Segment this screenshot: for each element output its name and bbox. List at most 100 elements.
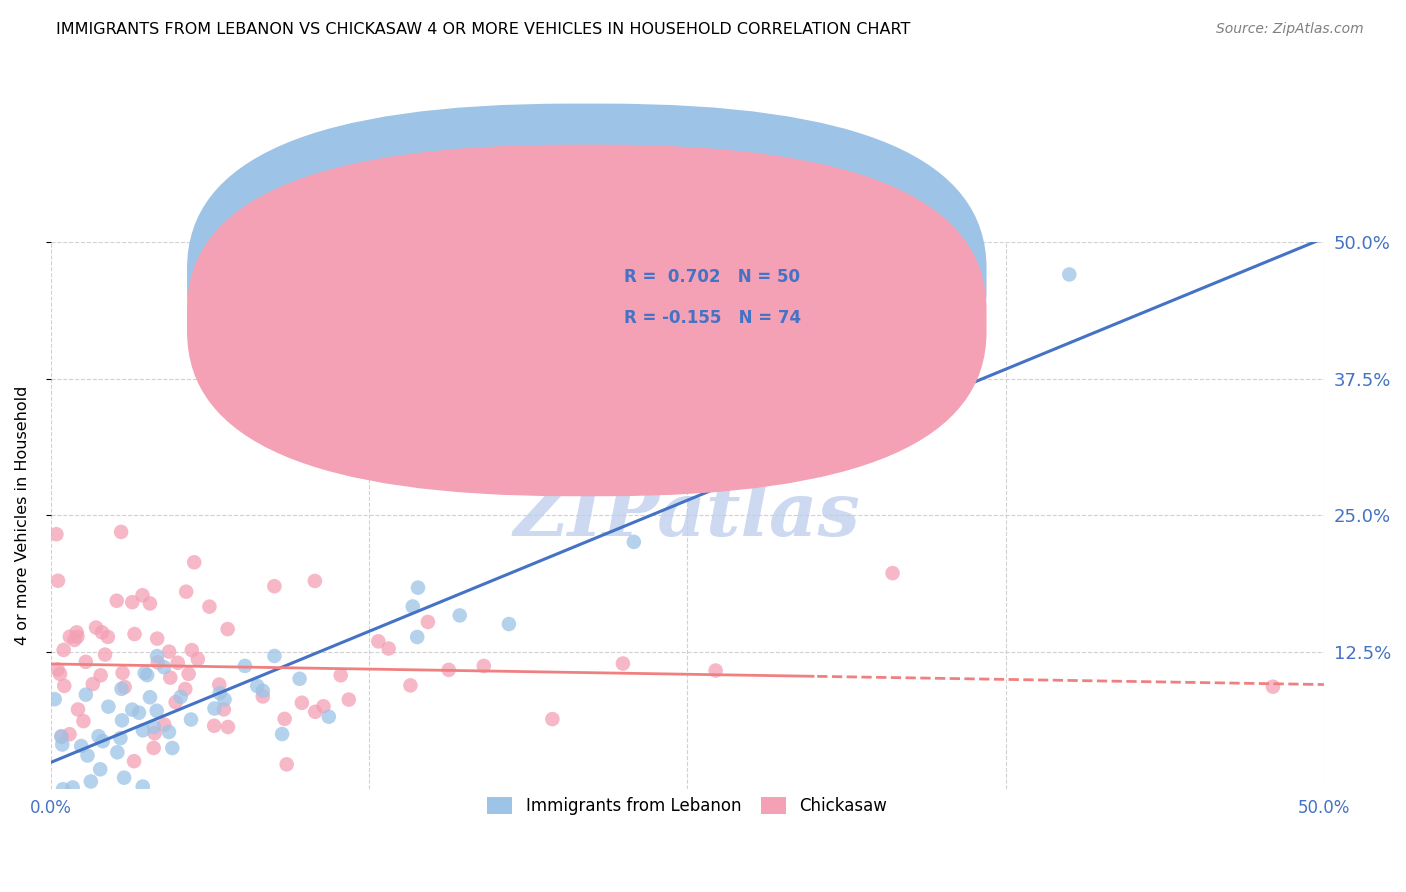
Point bbox=[377, 641, 399, 656]
Point bbox=[180, 643, 202, 657]
Point bbox=[111, 714, 134, 728]
Legend: Immigrants from Lebanon, Chickasaw: Immigrants from Lebanon, Chickasaw bbox=[481, 790, 894, 822]
Point bbox=[105, 593, 128, 607]
Point bbox=[1261, 680, 1284, 694]
Point bbox=[51, 738, 73, 752]
Point bbox=[180, 713, 202, 727]
FancyBboxPatch shape bbox=[187, 103, 987, 455]
Point bbox=[51, 729, 73, 743]
Point bbox=[75, 655, 97, 669]
Point bbox=[91, 625, 114, 640]
Point bbox=[263, 579, 285, 593]
Point bbox=[49, 667, 72, 681]
Point bbox=[90, 668, 112, 682]
Point bbox=[87, 729, 110, 743]
Point bbox=[541, 712, 564, 726]
Point bbox=[882, 566, 904, 581]
Text: ZIPatlas: ZIPatlas bbox=[515, 479, 860, 551]
Point bbox=[217, 720, 239, 734]
Point bbox=[318, 710, 340, 724]
FancyBboxPatch shape bbox=[187, 145, 987, 496]
Point bbox=[273, 712, 295, 726]
Point bbox=[499, 821, 522, 835]
Point bbox=[367, 634, 389, 648]
Point bbox=[136, 668, 159, 682]
Point bbox=[233, 659, 256, 673]
Point bbox=[132, 723, 155, 738]
Point bbox=[44, 692, 66, 706]
Point bbox=[52, 782, 75, 797]
Point bbox=[312, 699, 335, 714]
Point bbox=[128, 706, 150, 720]
Point bbox=[131, 588, 153, 602]
Point bbox=[153, 660, 176, 674]
Point bbox=[121, 703, 143, 717]
Point bbox=[208, 677, 231, 691]
Point bbox=[121, 595, 143, 609]
Point bbox=[146, 632, 169, 646]
Point bbox=[449, 608, 471, 623]
Point bbox=[145, 704, 167, 718]
Point bbox=[42, 811, 65, 825]
Point bbox=[97, 630, 120, 644]
Point bbox=[402, 599, 425, 614]
Point bbox=[110, 681, 132, 696]
Point bbox=[89, 762, 111, 776]
Point bbox=[134, 665, 156, 680]
Point bbox=[110, 524, 132, 539]
Point bbox=[217, 622, 239, 636]
Point bbox=[62, 780, 84, 795]
Point bbox=[46, 662, 69, 676]
Point bbox=[337, 692, 360, 706]
Point bbox=[153, 717, 176, 731]
Point bbox=[165, 695, 187, 709]
Point bbox=[406, 630, 429, 644]
Point bbox=[416, 615, 439, 629]
Point bbox=[112, 771, 135, 785]
Point bbox=[66, 702, 89, 716]
Point bbox=[142, 741, 165, 756]
Point bbox=[204, 701, 226, 715]
Point bbox=[70, 739, 93, 753]
Point bbox=[252, 684, 274, 698]
Point bbox=[166, 656, 188, 670]
Point bbox=[612, 657, 634, 671]
Point bbox=[174, 681, 197, 696]
Point bbox=[82, 677, 104, 691]
Point bbox=[146, 649, 169, 664]
Point bbox=[304, 574, 326, 588]
Point bbox=[329, 668, 352, 682]
Point bbox=[291, 696, 314, 710]
Point bbox=[84, 620, 107, 634]
Point bbox=[157, 645, 180, 659]
Point bbox=[58, 727, 80, 741]
Point bbox=[208, 686, 231, 700]
Point bbox=[132, 780, 155, 794]
Point bbox=[91, 734, 114, 748]
Point bbox=[472, 659, 495, 673]
Point bbox=[143, 726, 166, 740]
Point bbox=[198, 599, 221, 614]
Point bbox=[174, 584, 197, 599]
Point bbox=[76, 748, 98, 763]
Point bbox=[146, 656, 169, 670]
Point bbox=[304, 705, 326, 719]
Point bbox=[75, 688, 97, 702]
Text: R = -0.155   N = 74: R = -0.155 N = 74 bbox=[624, 310, 801, 327]
Point bbox=[105, 745, 128, 759]
Text: R =  0.702   N = 50: R = 0.702 N = 50 bbox=[624, 268, 800, 286]
Point bbox=[399, 678, 422, 692]
Point bbox=[59, 630, 82, 644]
Point bbox=[202, 719, 225, 733]
Point bbox=[52, 643, 75, 657]
Point bbox=[623, 534, 645, 549]
Point bbox=[252, 690, 274, 704]
Point bbox=[53, 679, 76, 693]
Point bbox=[263, 648, 285, 663]
Point bbox=[66, 630, 89, 644]
Point bbox=[271, 727, 294, 741]
Point bbox=[110, 731, 132, 746]
Point bbox=[187, 652, 209, 666]
Point bbox=[63, 632, 86, 647]
Point bbox=[276, 757, 298, 772]
